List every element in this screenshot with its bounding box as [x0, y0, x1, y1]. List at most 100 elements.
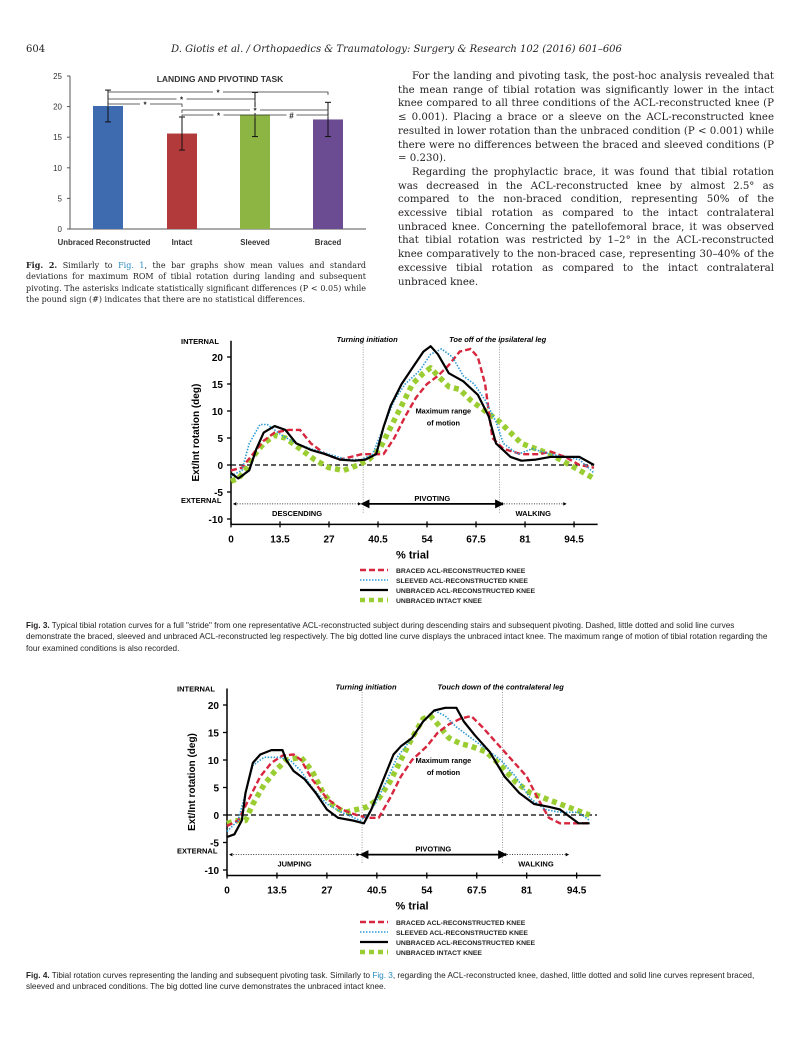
figure-3-line-chart: -10 -5 0 5 10 15 20 0 13.5 27 40.5 54 67.5 81 94.5 % tr… [181, 335, 598, 605]
legend-label: BRACED ACL-RECONSTRUCTED KNEE [396, 920, 526, 927]
x-tick-label: 0 [224, 886, 230, 897]
x-tick-label: 0 [228, 534, 234, 545]
paragraph: For the landing and pivoting task, the p… [398, 71, 774, 165]
series-line-dotted [226, 709, 591, 833]
body-text: For the landing and pivoting task, the p… [398, 70, 774, 289]
internal-label: INTERNAL [177, 685, 215, 694]
phase-label: WALKING [515, 509, 551, 518]
bracket-gap [213, 112, 224, 118]
significance-mark: * [143, 101, 147, 110]
significance-mark: * [217, 112, 221, 121]
caption-label: Fig. 2. [26, 260, 58, 270]
x-tick-label: 40.5 [368, 534, 388, 545]
y-tick-label: 15 [53, 133, 62, 142]
bracket-gap [213, 89, 223, 95]
annotation-text: Maximum range [416, 407, 472, 416]
phase-label: PIVOTING [415, 845, 451, 854]
x-tick-label: 67.5 [466, 534, 486, 545]
x-axis-label: % trial [395, 901, 428, 913]
chart-title: LANDING AND PIVOTIND TASK [157, 74, 284, 84]
legend-label: UNBRACED INTACT KNEE [396, 950, 482, 957]
y-tick-label: 25 [53, 72, 62, 81]
significance-mark: * [253, 107, 257, 116]
series-line-solid [226, 706, 590, 839]
x-tick-label: 13.5 [270, 534, 290, 545]
figure-4-line-chart: -10 -5 0 5 10 15 20 0 13.5 27 40.5 54 67.5 81 94.5 % tr… [177, 683, 601, 957]
y-tick-label: 0 [217, 461, 223, 472]
x-tick-label: 13.5 [267, 886, 287, 897]
figure-2-caption: Fig. 2. Similarly to Fig. 1, the bar gra… [26, 260, 366, 305]
x-axis-label: % trial [396, 549, 429, 561]
phase-label: JUMPING [277, 860, 311, 869]
running-head: D. Giotis et al. / Orthopaedics & Trauma… [171, 44, 622, 55]
bracket-gap [250, 107, 260, 113]
y-tick-label: 5 [58, 194, 63, 203]
bar [313, 119, 343, 229]
series-line-dotted [230, 348, 595, 477]
legend-label: SLEEVED ACL-RECONSTRUCTED KNEE [396, 578, 528, 585]
bar [93, 105, 123, 229]
significance-mark: * [216, 89, 220, 98]
x-tick-label: 81 [521, 886, 533, 897]
caption-text: Similarly to [62, 261, 119, 270]
event-label: Turning initiation [335, 683, 397, 692]
y-tick-label: 5 [213, 784, 219, 795]
annotation-text: of motion [427, 419, 460, 428]
x-tick-label: Intact [172, 238, 193, 247]
y-tick-label: 0 [58, 225, 63, 234]
series-line-bigdot [230, 365, 596, 484]
y-tick-label: -5 [210, 839, 219, 850]
x-tick-label: 27 [321, 886, 333, 897]
y-tick-label: 0 [213, 811, 219, 822]
phase-label: DESCENDING [272, 509, 322, 518]
y-axis-label: Ext/Int rotation (deg) [187, 733, 198, 831]
y-tick-label: -10 [209, 515, 224, 526]
figure-3-caption: Fig. 3. Typical tibial rotation curves f… [26, 620, 771, 654]
y-tick-label: 5 [217, 434, 223, 445]
y-tick-label: 20 [208, 701, 220, 712]
page-number: 604 [26, 44, 46, 55]
legend-label: UNBRACED ACL-RECONSTRUCTED KNEE [396, 940, 536, 947]
caption-text: Typical tibial rotation curves for a ful… [26, 621, 768, 653]
x-tick-label: 67.5 [467, 886, 487, 897]
legend-label: SLEEVED ACL-RECONSTRUCTED KNEE [396, 930, 528, 937]
x-tick-label: 94.5 [564, 534, 584, 545]
legend-label: UNBRACED INTACT KNEE [396, 598, 482, 605]
y-tick-label: 15 [212, 380, 224, 391]
x-tick-label: 54 [421, 534, 433, 545]
annotation-text: Maximum range [416, 756, 472, 765]
x-tick-label: Braced [315, 238, 342, 247]
y-tick-label: 10 [53, 164, 62, 173]
bracket-gap [286, 112, 297, 118]
x-tick-label: 54 [421, 886, 433, 897]
series-line-solid [230, 345, 595, 480]
x-tick-label: 27 [323, 534, 335, 545]
phase-label: WALKING [518, 860, 554, 869]
legend-label: BRACED ACL-RECONSTRUCTED KNEE [396, 568, 526, 575]
series-line-bigdot [226, 713, 591, 826]
x-tick-label: 40.5 [367, 886, 387, 897]
x-tick-label: Unbraced Reconstructed [58, 238, 151, 247]
external-label: EXTERNAL [181, 496, 222, 505]
figure-ref-link[interactable]: Fig. 3 [372, 971, 393, 980]
annotation-text: of motion [427, 768, 460, 777]
y-tick-label: 20 [212, 353, 224, 364]
paragraph: Regarding the prophylactic brace, it was… [398, 166, 774, 288]
x-tick-label: 81 [519, 534, 531, 545]
bracket-gap [140, 101, 150, 107]
y-tick-label: -10 [205, 866, 220, 877]
y-tick-label: 15 [208, 729, 220, 740]
phase-label: PIVOTING [414, 494, 450, 503]
event-label: Touch down of the contralateral leg [437, 683, 564, 692]
event-label: Turning initiation [337, 335, 399, 344]
significance-mark: # [289, 112, 294, 121]
caption-text: Tibial rotation curves representing the … [51, 971, 373, 980]
figure-ref-link[interactable]: Fig. 1 [118, 261, 145, 270]
caption-text: , the bar graphs show mean values and st… [26, 261, 367, 304]
caption-label: Fig. 4. [26, 971, 50, 980]
x-tick-label: 94.5 [567, 886, 587, 897]
y-tick-label: 20 [53, 103, 62, 112]
x-tick-label: Sleeved [240, 238, 270, 247]
event-label: Toe off of the ipsilateral leg [449, 335, 547, 344]
y-axis-label: Ext/Int rotation (deg) [191, 384, 202, 482]
